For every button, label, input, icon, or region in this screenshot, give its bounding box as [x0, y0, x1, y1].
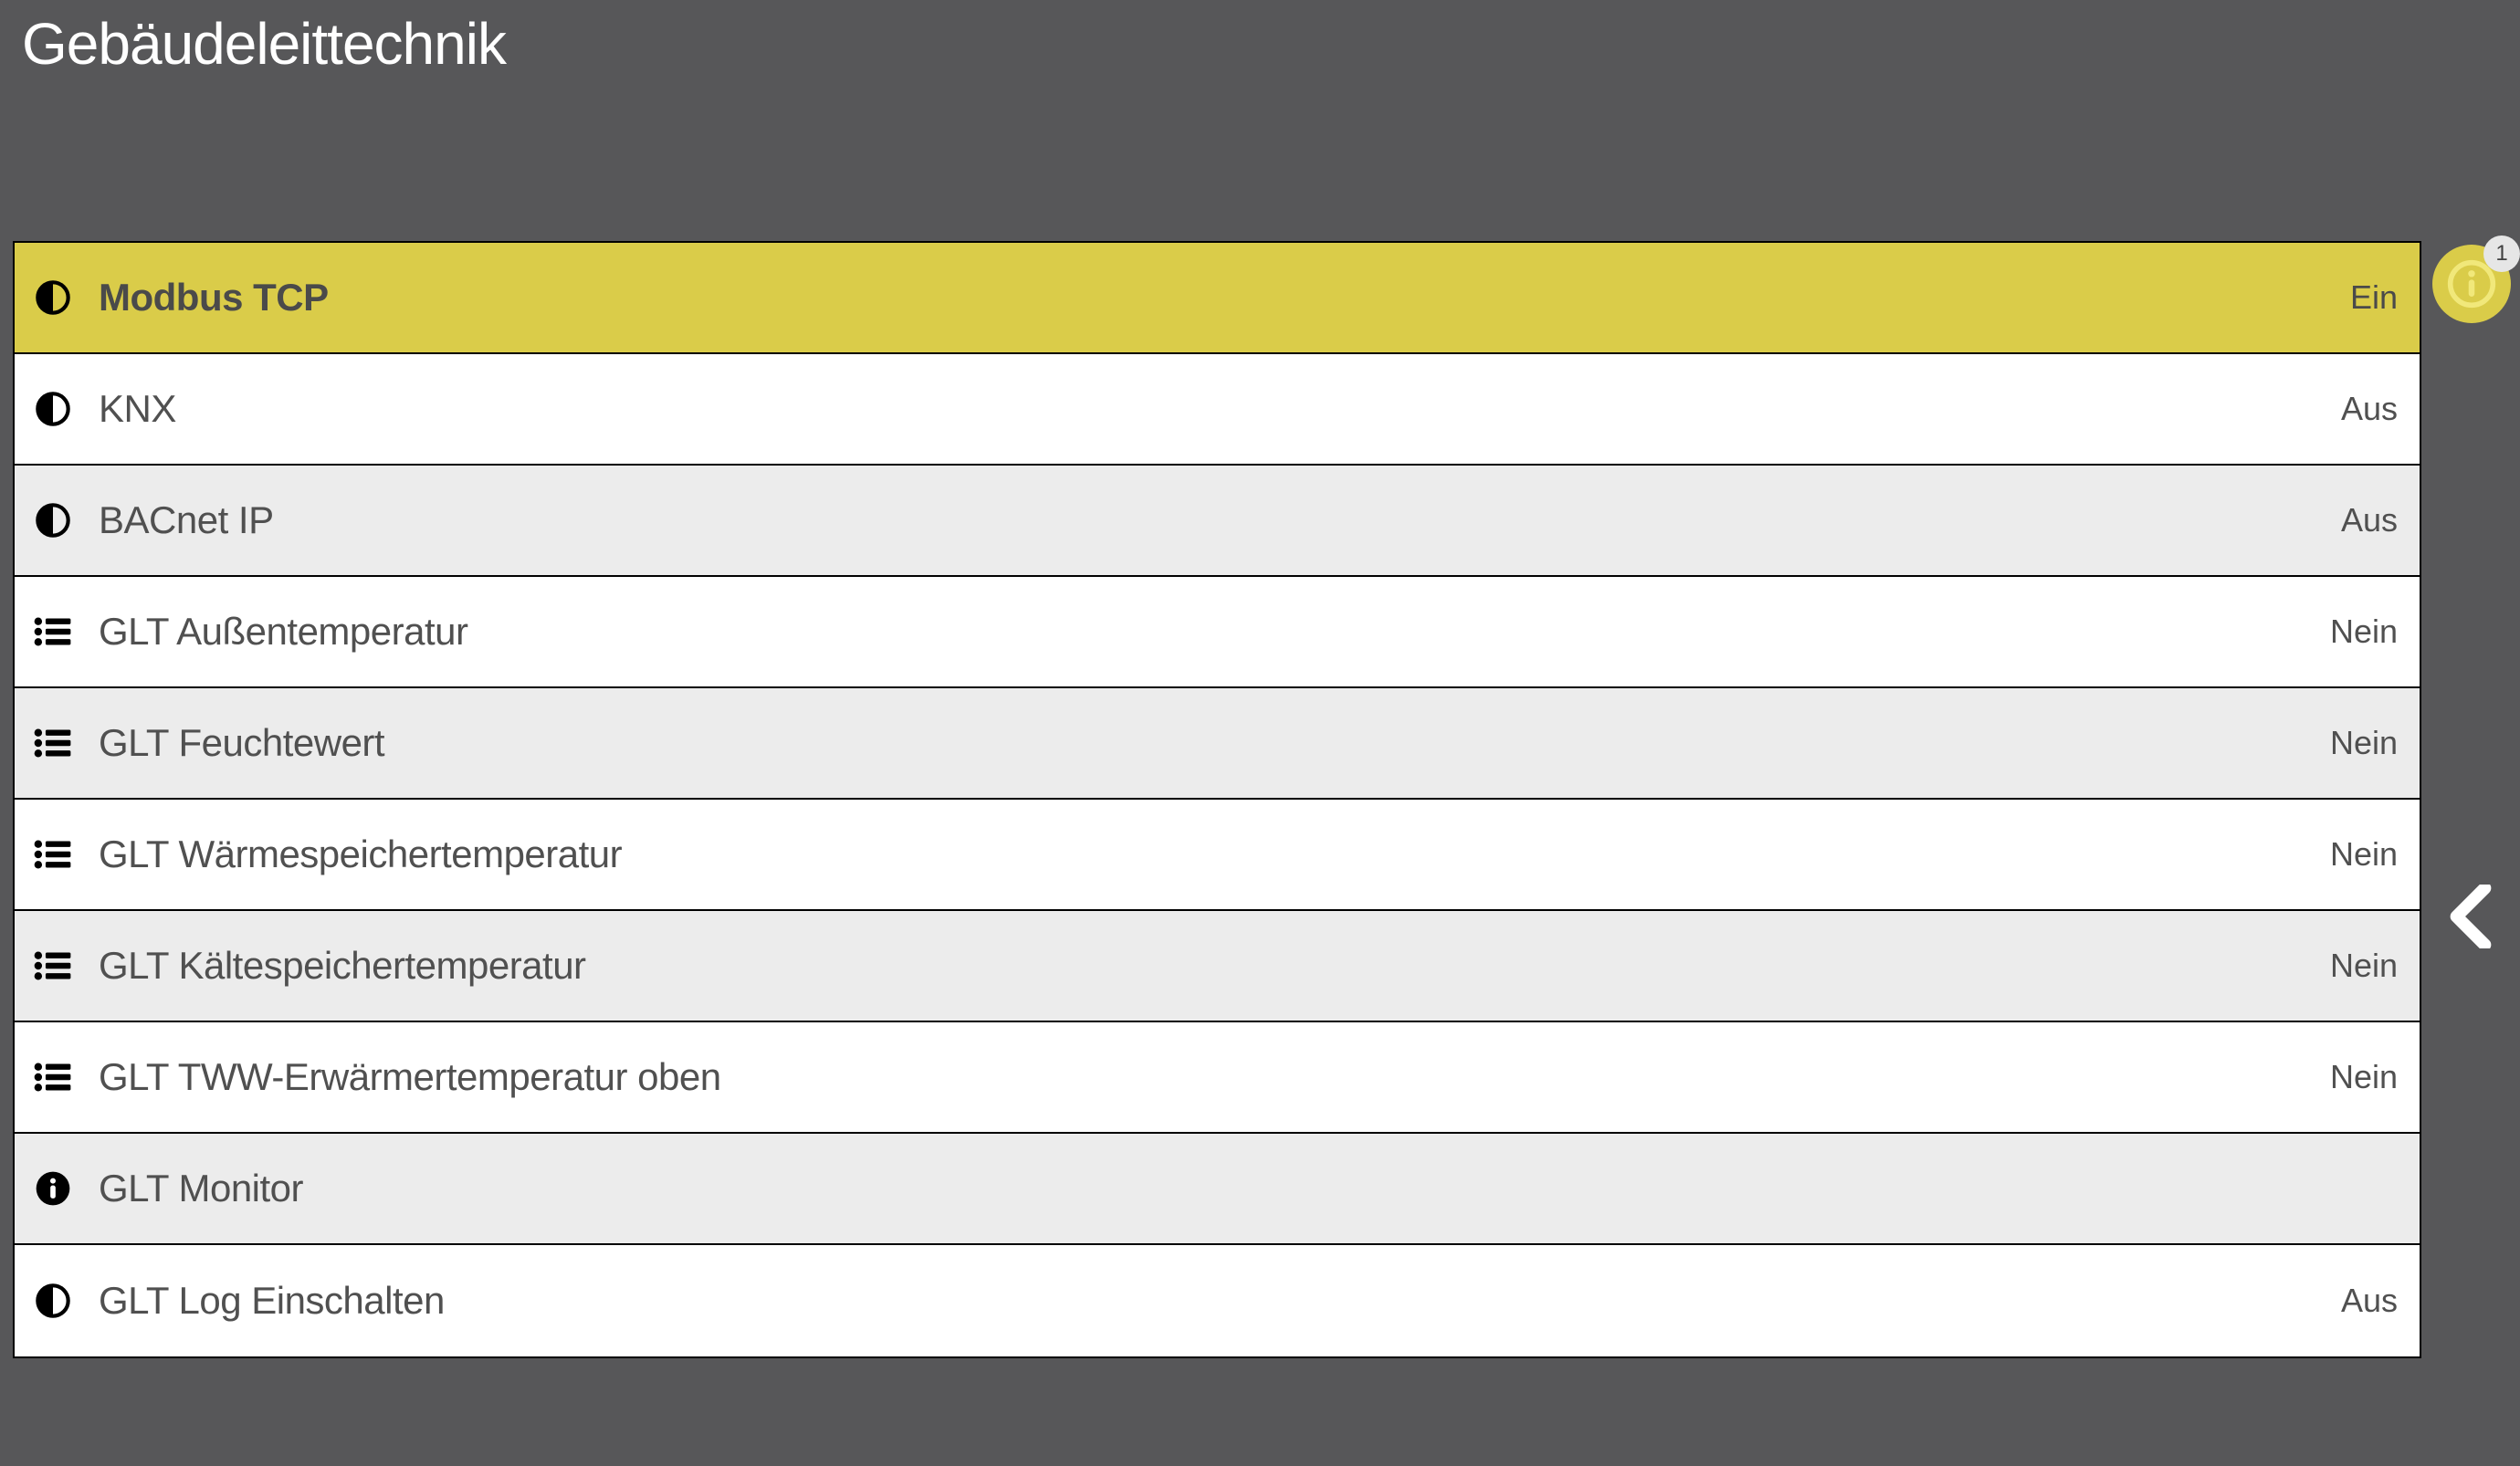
page-title: Gebäudeleittechnik — [22, 0, 2498, 79]
row-value: Nein — [2330, 947, 2398, 985]
info-badge-count: 1 — [2483, 236, 2520, 272]
list-icon — [33, 946, 73, 986]
row-label: KNX — [99, 387, 2341, 431]
row-label: GLT Außentemperatur — [99, 610, 2330, 654]
list-row[interactable]: GLT FeuchtewertNein — [15, 688, 2420, 800]
row-value: Nein — [2330, 724, 2398, 762]
back-button[interactable] — [2443, 889, 2498, 944]
chevron-left-icon — [2448, 885, 2494, 948]
half-circle-icon — [33, 389, 73, 429]
list-row[interactable]: BACnet IPAus — [15, 466, 2420, 577]
list-icon — [33, 1057, 73, 1097]
content-wrap: Modbus TCPEinKNXAusBACnet IPAusGLT Außen… — [0, 241, 2520, 1358]
row-label: GLT Wärmespeichertemperatur — [99, 832, 2330, 876]
row-label: GLT Kältespeichertemperatur — [99, 944, 2330, 988]
row-label: BACnet IP — [99, 498, 2341, 542]
row-value: Aus — [2341, 1282, 2398, 1320]
row-label: GLT Log Einschalten — [99, 1279, 2341, 1323]
info-button[interactable]: 1 — [2432, 245, 2511, 323]
half-circle-icon — [33, 277, 73, 318]
info-icon — [33, 1168, 73, 1209]
row-value: Aus — [2341, 390, 2398, 428]
side-rail: 1 — [2421, 241, 2518, 1355]
row-label: GLT Monitor — [99, 1167, 2398, 1210]
row-label: GLT TWW-Erwärmertemperatur oben — [99, 1055, 2330, 1099]
list-row[interactable]: GLT TWW-Erwärmertemperatur obenNein — [15, 1022, 2420, 1134]
row-value: Nein — [2330, 1058, 2398, 1096]
list-row[interactable]: GLT Log EinschaltenAus — [15, 1245, 2420, 1356]
row-value: Nein — [2330, 613, 2398, 651]
list-row[interactable]: GLT AußentemperaturNein — [15, 577, 2420, 688]
row-value: Ein — [2350, 278, 2398, 317]
list-icon — [33, 612, 73, 652]
settings-list: Modbus TCPEinKNXAusBACnet IPAusGLT Außen… — [13, 241, 2421, 1358]
page-header: Gebäudeleittechnik — [0, 0, 2520, 241]
list-row[interactable]: GLT WärmespeichertemperaturNein — [15, 800, 2420, 911]
half-circle-icon — [33, 1281, 73, 1321]
row-value: Aus — [2341, 501, 2398, 539]
half-circle-icon — [33, 500, 73, 540]
list-icon — [33, 723, 73, 763]
list-row[interactable]: KNXAus — [15, 354, 2420, 466]
list-row[interactable]: Modbus TCPEin — [15, 243, 2420, 354]
row-label: Modbus TCP — [99, 276, 2350, 319]
list-icon — [33, 834, 73, 874]
row-label: GLT Feuchtewert — [99, 721, 2330, 765]
list-row[interactable]: GLT Monitor — [15, 1134, 2420, 1245]
list-row[interactable]: GLT KältespeichertemperaturNein — [15, 911, 2420, 1022]
row-value: Nein — [2330, 835, 2398, 874]
